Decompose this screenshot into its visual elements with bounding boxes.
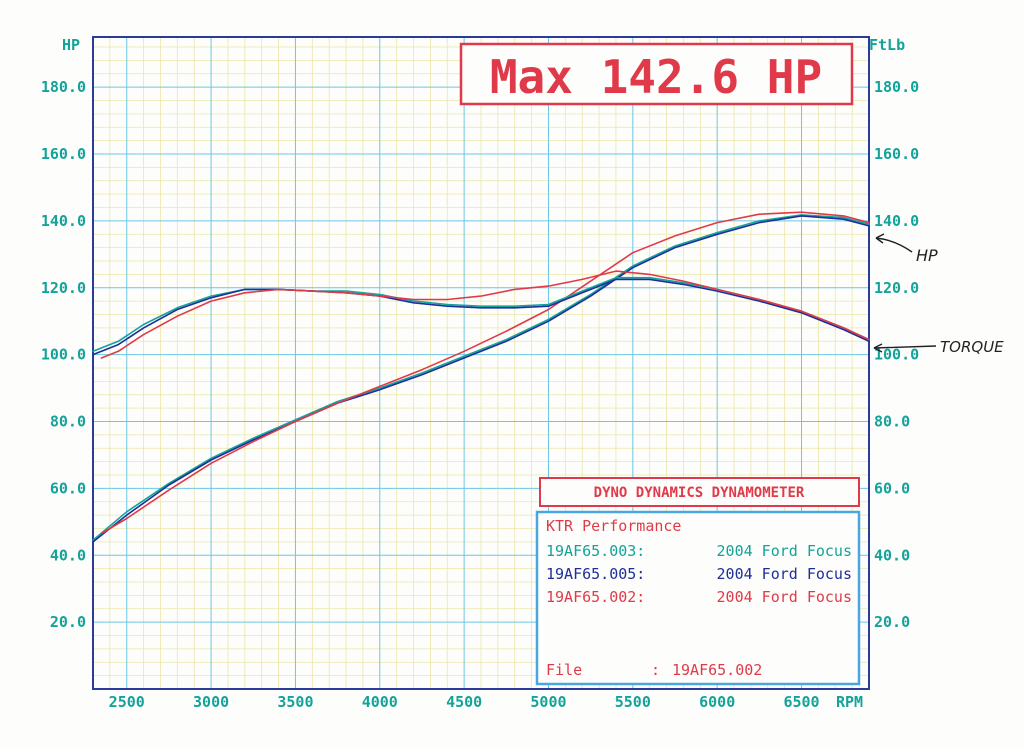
y-right-tick-label: 80.0	[874, 413, 910, 431]
x-tick-label: 3000	[193, 693, 229, 711]
y-right-tick-labels: 20.0 40.0 60.0 80.0 100.0 120.0 140.0 160.0 180.…	[874, 78, 919, 631]
series-line-hp-19AF65.002	[100, 211, 870, 535]
legend-file-separator: :	[651, 661, 660, 679]
legend-entry-car: 2004 Ford Focus	[717, 542, 852, 560]
x-tick-labels: 2500 3000 3500 4000 4500 5000 5500 6000 6500	[109, 693, 820, 711]
y-right-tick-label: 100.0	[874, 346, 919, 364]
y-left-tick-label: 120.0	[41, 279, 86, 297]
x-tick-label: 2500	[109, 693, 145, 711]
legend-entry-car: 2004 Ford Focus	[717, 565, 852, 583]
y-right-axis-label: FtLb	[869, 36, 905, 54]
legend-box	[535, 510, 861, 686]
series-layer	[92, 211, 870, 543]
y-right-tick-label: 180.0	[874, 78, 919, 96]
chart-title: Max 142.6 HP	[490, 50, 822, 104]
x-tick-label: 5000	[530, 693, 566, 711]
legend-file-value: 19AF65.002	[672, 661, 762, 679]
title-box	[459, 42, 854, 106]
y-left-tick-label: 100.0	[41, 346, 86, 364]
legend-entry-car: 2004 Ford Focus	[717, 588, 852, 606]
x-tick-label: 3500	[277, 693, 313, 711]
y-left-axis-label: HP	[62, 36, 80, 54]
x-tick-label: 6500	[783, 693, 819, 711]
y-right-tick-label: 140.0	[874, 212, 919, 230]
series-line-hp-19AF65.003	[92, 214, 870, 542]
y-left-tick-label: 20.0	[50, 613, 86, 631]
y-left-tick-label: 160.0	[41, 145, 86, 163]
plot-frame	[92, 36, 870, 690]
y-left-tick-label: 180.0	[41, 78, 86, 96]
y-right-tick-label: 20.0	[874, 613, 910, 631]
series-line-torque-19AF65.005	[92, 278, 870, 356]
legend-company: KTR Performance	[546, 517, 681, 535]
y-left-tick-label: 60.0	[50, 479, 86, 497]
y-left-tick-label: 40.0	[50, 546, 86, 564]
legend-entry-code: 19AF65.005:	[546, 565, 645, 583]
x-tick-label: 4000	[362, 693, 398, 711]
legend-header-box	[539, 477, 860, 507]
torque-annotation: TORQUE	[873, 338, 1004, 356]
x-tick-label: 6000	[699, 693, 735, 711]
y-left-tick-labels: 20.0 40.0 60.0 80.0 100.0 120.0 140.0 160.0 180.…	[41, 78, 86, 631]
y-right-tick-label: 40.0	[874, 546, 910, 564]
series-line-hp-19AF65.005	[92, 215, 870, 543]
x-tick-label: 5500	[615, 693, 651, 711]
legend-entry-code: 19AF65.002:	[546, 588, 645, 606]
y-left-tick-label: 80.0	[50, 413, 86, 431]
y-right-tick-label: 60.0	[874, 479, 910, 497]
legend-entries: 19AF65.003: 2004 Ford Focus 19AF65.005: 200…	[546, 542, 852, 606]
torque-annotation-text: TORQUE	[940, 338, 1004, 356]
legend-header: DYNO DYNAMICS DYNAMOMETER	[594, 485, 805, 501]
hp-annotation-text: HP	[916, 246, 938, 265]
legend-entry-code: 19AF65.003:	[546, 542, 645, 560]
y-right-tick-label: 160.0	[874, 145, 919, 163]
y-right-tick-label: 120.0	[874, 279, 919, 297]
x-tick-label: 4500	[446, 693, 482, 711]
legend-file-label: File	[546, 661, 582, 679]
hp-annotation: HP	[875, 233, 938, 265]
series-line-torque-19AF65.002	[100, 270, 870, 359]
x-axis-unit-label: RPM	[836, 693, 863, 711]
y-left-tick-label: 140.0	[41, 212, 86, 230]
